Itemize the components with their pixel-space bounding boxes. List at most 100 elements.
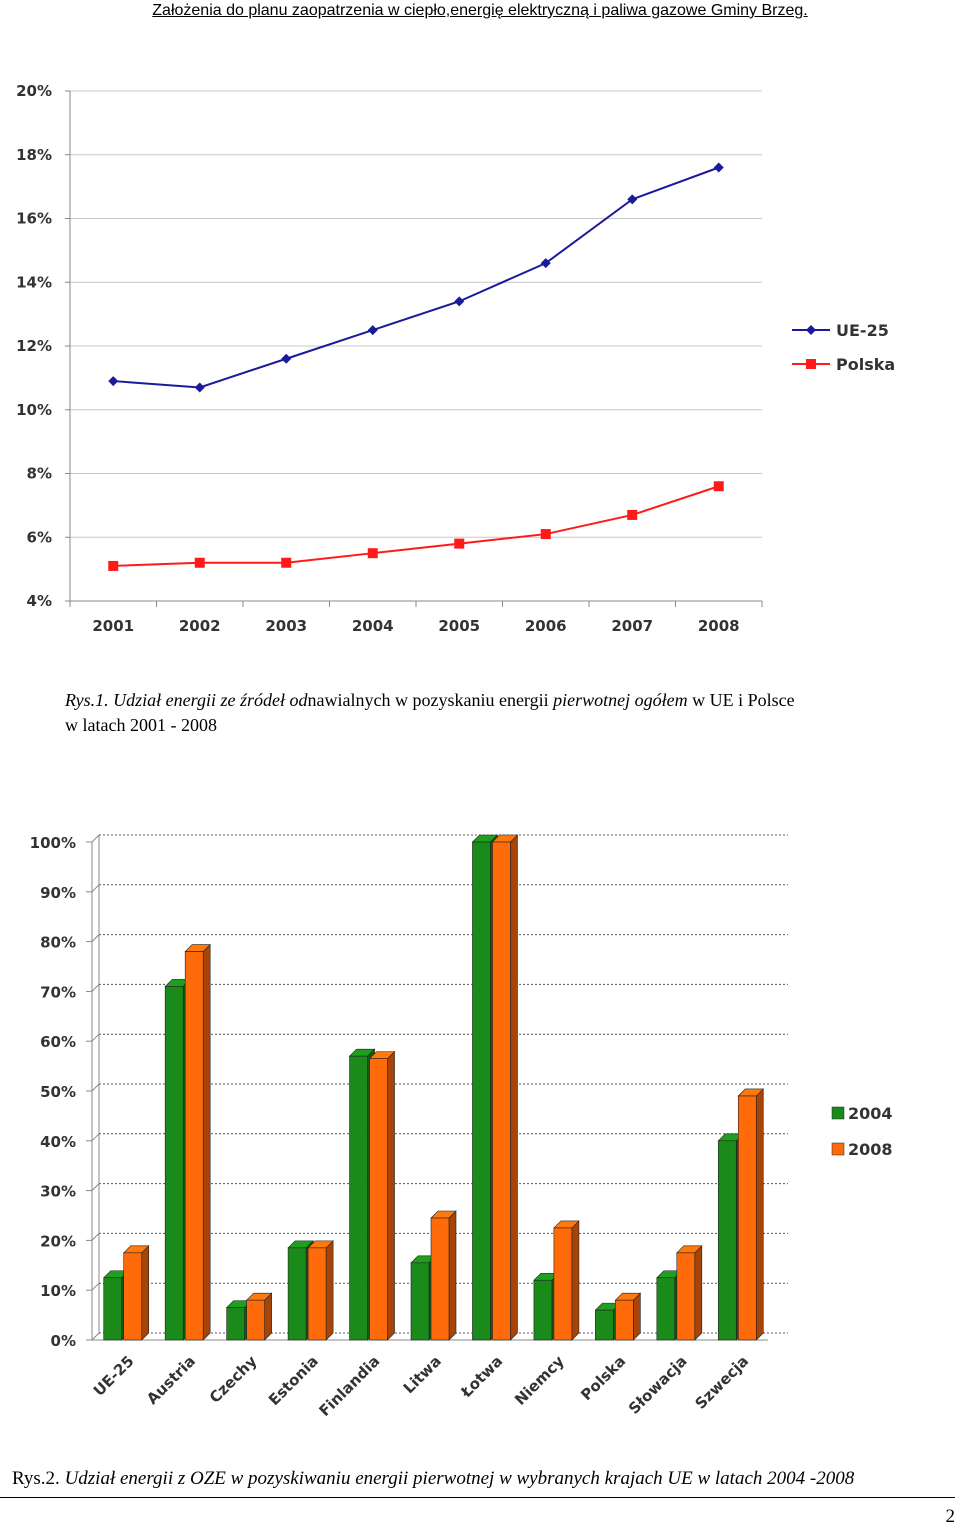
x-tick-label: Austria — [143, 1352, 199, 1408]
bar-side — [571, 1220, 580, 1341]
data-point — [108, 376, 119, 387]
y-tick-label: 4% — [27, 592, 52, 610]
bar-side — [264, 1292, 272, 1341]
x-tick-label: Słowacja — [625, 1352, 691, 1418]
y-tick-label: 12% — [16, 337, 52, 355]
bar-front — [615, 1299, 634, 1341]
data-point — [454, 296, 465, 307]
x-tick-label: Łotwa — [457, 1352, 507, 1402]
y-tick-label: 60% — [40, 1033, 76, 1051]
bar-front — [430, 1217, 450, 1341]
renewable-share-line-chart: 4% 6% 8% 10% 12% 14% 16% 18% 20% 2001 2002 2003 2004… — [16, 82, 895, 635]
x-tick-label: Finlandia — [315, 1352, 383, 1420]
y-tick-label: 10% — [16, 401, 52, 419]
y-tick-label: 10% — [40, 1282, 76, 1300]
x-tick-label: Czechy — [206, 1352, 261, 1407]
grid-diagonal — [91, 934, 100, 942]
data-point — [713, 481, 724, 492]
legend-swatch — [831, 1142, 845, 1156]
data-point — [281, 353, 292, 364]
data-point — [281, 557, 292, 568]
x-tick-label: 2002 — [179, 617, 221, 635]
grid-diagonal — [91, 1282, 100, 1291]
document-header: Założenia do planu zaopatrzenia w ciepło… — [152, 2, 808, 19]
bar-side — [202, 943, 211, 1341]
caption-line-2: w latach 2001 - 2008 — [65, 715, 217, 735]
bar-front — [410, 1262, 430, 1341]
y-tick-label: 20% — [40, 1232, 76, 1250]
bar-side — [325, 1240, 334, 1341]
x-tick-label: 2003 — [265, 617, 307, 635]
bar-side — [448, 1210, 457, 1341]
x-tick-label: 2008 — [698, 617, 740, 635]
legend-swatch — [831, 1106, 845, 1120]
bar-front — [533, 1279, 553, 1341]
bar-front — [553, 1227, 573, 1341]
bar-front — [369, 1058, 388, 1341]
oze-share-bar-chart: 0% 10% 20% 30% 40% 50% 60% 70% 80% 90% 100% UE-25 Au… — [30, 834, 893, 1420]
series-line-ue-25 — [113, 166, 720, 389]
y-tick-label: 6% — [27, 528, 52, 546]
bar-front — [103, 1277, 123, 1341]
caption-part-4: w UE i Polsce — [687, 690, 795, 710]
legend-label: UE-25 — [836, 321, 889, 340]
bar-front — [287, 1247, 307, 1341]
y-tick-label: 16% — [16, 210, 52, 228]
y-tick-label: 100% — [30, 834, 76, 852]
y-tick-label: 40% — [40, 1133, 76, 1151]
bar-side — [633, 1292, 641, 1341]
y-tick-label: 90% — [40, 884, 76, 902]
grid-diagonal — [91, 834, 100, 843]
data-point — [108, 560, 119, 571]
y-tick-label: 80% — [40, 934, 76, 952]
x-tick-label: 2006 — [525, 617, 567, 635]
caption-prefix: Rys.1. — [65, 690, 114, 710]
grid-diagonal — [91, 984, 100, 992]
grid-diagonal — [91, 1083, 100, 1092]
y-tick-label: 18% — [16, 146, 52, 164]
bar-2008-szwecja — [737, 1088, 764, 1341]
y-tick-label: 0% — [51, 1332, 76, 1350]
legend-marker — [806, 325, 816, 335]
data-point — [367, 548, 378, 559]
y-tick-label: 50% — [40, 1083, 76, 1101]
x-tick-label: 2007 — [611, 617, 653, 635]
bar-front — [184, 951, 204, 1341]
bar-side — [387, 1050, 395, 1341]
bar-2008-łotwa — [491, 834, 519, 1341]
grid-diagonal — [91, 1183, 100, 1191]
x-tick-label: 2004 — [352, 617, 394, 635]
data-point — [194, 382, 205, 393]
bar-2008-niemcy — [553, 1220, 580, 1341]
caption-part-2: nawialnych w pozyskaniu energii — [307, 690, 554, 710]
data-point — [540, 258, 551, 269]
caption-part-3: pierwotnej ogółem — [553, 690, 688, 710]
legend-label: 2008 — [848, 1140, 893, 1159]
y-tick-label: 70% — [40, 983, 76, 1001]
x-tick-label: Estonia — [265, 1352, 322, 1409]
x-tick-label: 2001 — [92, 617, 134, 635]
data-point — [713, 162, 724, 173]
bar-front — [307, 1247, 327, 1341]
bar-front — [246, 1299, 265, 1341]
x-tick-label: Niemcy — [511, 1352, 568, 1409]
bar-front — [595, 1309, 614, 1341]
legend-marker — [806, 359, 816, 369]
data-point — [627, 194, 638, 205]
caption-part-1: Udział energii ze źródeł od — [113, 690, 308, 710]
bar-2008-austria — [184, 943, 211, 1341]
legend-label: 2004 — [848, 1104, 893, 1123]
y-tick-label: 30% — [40, 1183, 76, 1201]
bar-front — [472, 841, 491, 1341]
bar-front — [737, 1095, 757, 1341]
legend-label: Polska — [836, 355, 895, 374]
grid-diagonal — [91, 1332, 100, 1341]
bar-2008-finlandia — [368, 1050, 396, 1341]
bar-side — [694, 1245, 703, 1341]
bar-front — [676, 1252, 696, 1341]
caption2-prefix: Rys.2. — [12, 1468, 65, 1489]
data-point — [367, 325, 378, 336]
data-point — [540, 529, 551, 540]
series-line-polska — [113, 485, 720, 567]
grid-diagonal — [91, 1033, 100, 1042]
